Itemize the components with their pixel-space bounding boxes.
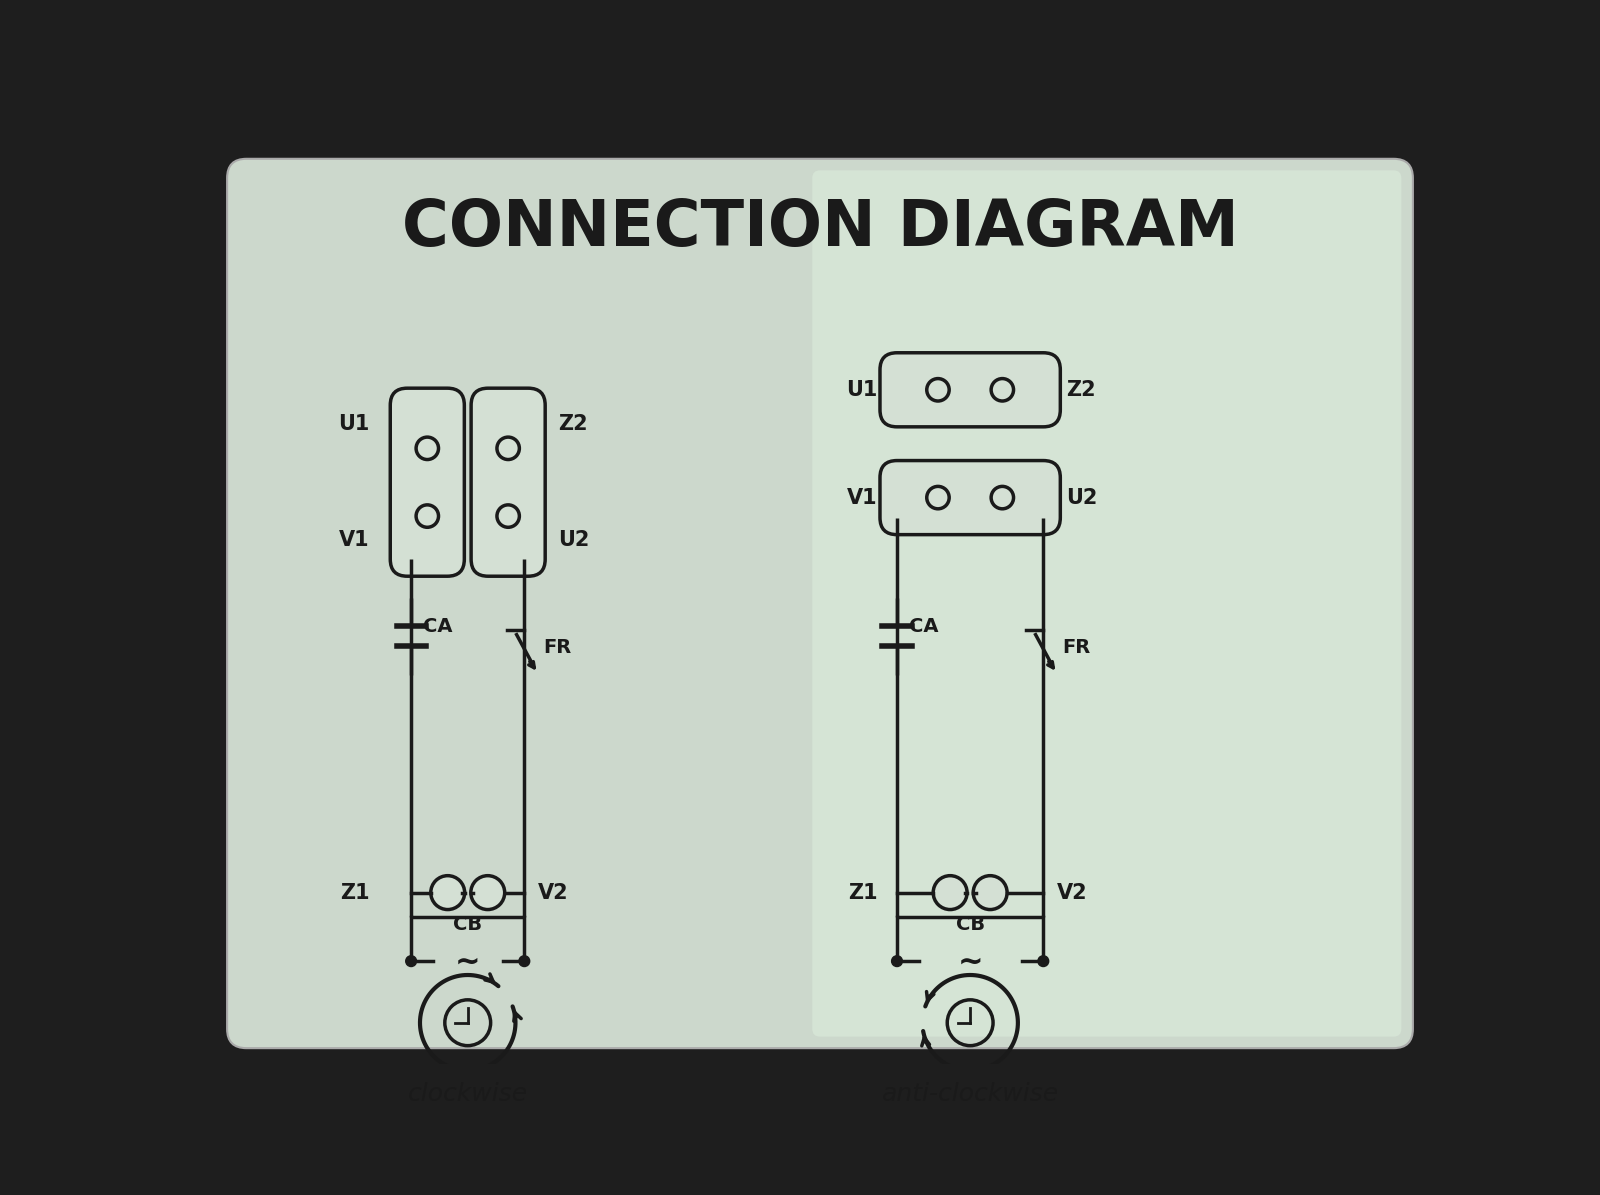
Text: U1: U1 — [338, 415, 370, 435]
Circle shape — [406, 956, 416, 967]
Text: CB: CB — [453, 915, 482, 934]
Text: ~: ~ — [454, 948, 480, 976]
Text: U2: U2 — [558, 529, 589, 550]
Text: Z2: Z2 — [1067, 380, 1096, 400]
Circle shape — [926, 379, 949, 402]
Circle shape — [933, 876, 966, 909]
FancyBboxPatch shape — [227, 159, 1413, 1048]
Circle shape — [430, 876, 464, 909]
FancyBboxPatch shape — [880, 460, 1061, 534]
FancyBboxPatch shape — [390, 388, 464, 576]
Text: ~: ~ — [957, 948, 982, 976]
Circle shape — [470, 876, 504, 909]
Text: CA: CA — [909, 618, 938, 637]
Circle shape — [416, 504, 438, 527]
Text: Z1: Z1 — [339, 883, 370, 902]
Circle shape — [990, 486, 1013, 509]
Circle shape — [498, 437, 520, 460]
Circle shape — [990, 379, 1013, 402]
Circle shape — [518, 956, 530, 967]
Text: CA: CA — [422, 618, 453, 637]
Text: CONNECTION DIAGRAM: CONNECTION DIAGRAM — [402, 197, 1238, 259]
Text: CB: CB — [955, 915, 984, 934]
Circle shape — [973, 876, 1006, 909]
FancyBboxPatch shape — [880, 353, 1061, 427]
Text: Z1: Z1 — [848, 883, 878, 902]
Text: FR: FR — [1062, 638, 1091, 657]
Text: U2: U2 — [1067, 488, 1098, 508]
Text: V2: V2 — [538, 883, 570, 902]
Text: V1: V1 — [846, 488, 878, 508]
Circle shape — [416, 437, 438, 460]
Text: V2: V2 — [1058, 883, 1088, 902]
Circle shape — [891, 956, 902, 967]
FancyBboxPatch shape — [813, 171, 1402, 1036]
Text: U1: U1 — [846, 380, 878, 400]
FancyBboxPatch shape — [470, 388, 546, 576]
Text: clockwise: clockwise — [408, 1081, 528, 1105]
Circle shape — [498, 504, 520, 527]
Circle shape — [1038, 956, 1048, 967]
Text: V1: V1 — [339, 529, 370, 550]
Text: FR: FR — [544, 638, 571, 657]
Circle shape — [926, 486, 949, 509]
Text: anti-clockwise: anti-clockwise — [882, 1081, 1059, 1105]
Text: Z2: Z2 — [558, 415, 587, 435]
